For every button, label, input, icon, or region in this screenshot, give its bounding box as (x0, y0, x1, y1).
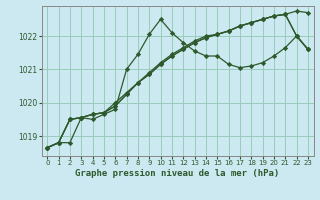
X-axis label: Graphe pression niveau de la mer (hPa): Graphe pression niveau de la mer (hPa) (76, 169, 280, 178)
